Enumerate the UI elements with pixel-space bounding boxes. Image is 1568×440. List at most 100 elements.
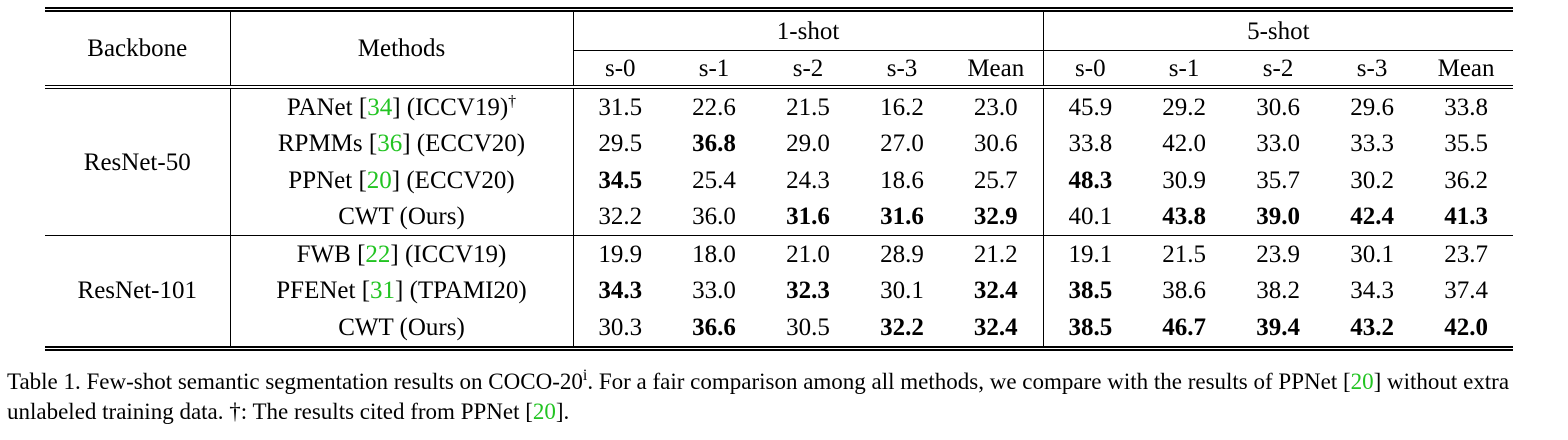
table-head: Backbone Methods 1-shot 5-shot s-0 s-1 s-2 s-3 M… bbox=[45, 9, 1514, 89]
header-row: Backbone Methods 1-shot 5-shot bbox=[45, 9, 1514, 89]
value-cell: 32.3 bbox=[761, 273, 855, 310]
table-row: ResNet-101 FWB [22] (ICCV19) 19.9 18.0 21.0 2… bbox=[45, 235, 1514, 348]
text: ] (TPAMI20) bbox=[395, 277, 527, 305]
method-cell: PPNet [20] (ECCV20) bbox=[230, 162, 574, 199]
best-value: 34.3 bbox=[598, 277, 643, 305]
value-cell: 36.0 bbox=[667, 199, 761, 236]
value-cell: 19.1 bbox=[1043, 235, 1138, 273]
value: 30.5 bbox=[786, 313, 830, 341]
value: 42.0 bbox=[1162, 130, 1206, 158]
table-row: PPNet [20] (ECCV20) 34.5 25.4 24.3 18.6 25.7 4… bbox=[45, 162, 1513, 199]
value-cell: 16.2 bbox=[855, 87, 949, 126]
best-value: 39.0 bbox=[1256, 203, 1300, 231]
value-cell: 39.0 bbox=[1231, 199, 1325, 236]
value-cell: 36.2 bbox=[1419, 162, 1513, 199]
value: 19.1 bbox=[1068, 240, 1113, 268]
best-value: 32.3 bbox=[786, 277, 830, 305]
value-cell: 36.6 bbox=[667, 309, 761, 348]
header-split: s-2 bbox=[761, 50, 855, 89]
method-cell: CWT (Ours) bbox=[230, 198, 574, 236]
best-value: 31.6 bbox=[786, 203, 830, 231]
header-split: s-0 bbox=[573, 50, 667, 89]
value-cell: 33.8 bbox=[1419, 87, 1513, 126]
value-cell: 37.4 bbox=[1419, 273, 1513, 310]
value-cell: 24.3 bbox=[761, 162, 855, 199]
best-value: 38.5 bbox=[1068, 313, 1113, 341]
best-value: 32.4 bbox=[973, 277, 1018, 305]
value: 30.3 bbox=[598, 313, 643, 341]
best-value: 32.4 bbox=[973, 313, 1018, 341]
value-cell: 25.4 bbox=[667, 162, 761, 199]
value: 28.9 bbox=[880, 240, 924, 268]
value-cell: 19.9 bbox=[573, 235, 667, 273]
value: 36.0 bbox=[692, 203, 736, 231]
backbone-cell: ResNet-101 bbox=[45, 235, 231, 348]
citation: 36 bbox=[377, 130, 403, 158]
value-cell: 32.4 bbox=[949, 272, 1044, 309]
value-cell: 29.6 bbox=[1325, 87, 1419, 126]
value-cell: 30.5 bbox=[761, 309, 855, 348]
best-value: 43.8 bbox=[1162, 203, 1206, 231]
header-split: Mean bbox=[1419, 50, 1514, 89]
value-cell: 25.7 bbox=[949, 162, 1044, 199]
value: 35.7 bbox=[1256, 166, 1300, 194]
value: 30.1 bbox=[1350, 240, 1394, 268]
best-value: 39.4 bbox=[1256, 313, 1300, 341]
value: 33.8 bbox=[1444, 93, 1488, 121]
citation: 34 bbox=[367, 93, 393, 121]
header-split: s-1 bbox=[667, 50, 761, 89]
value-cell: 31.6 bbox=[761, 199, 855, 236]
value-cell: 33.8 bbox=[1043, 126, 1137, 163]
value: 18.0 bbox=[692, 240, 736, 268]
best-value: 46.7 bbox=[1162, 313, 1206, 341]
header-split: Mean bbox=[949, 50, 1044, 89]
header-group: 5-shot bbox=[1043, 9, 1514, 51]
value: 19.9 bbox=[598, 240, 643, 268]
value: 29.5 bbox=[598, 130, 643, 158]
header-split: s-3 bbox=[1325, 50, 1420, 89]
value-cell: 38.2 bbox=[1231, 273, 1325, 310]
value: 30.2 bbox=[1350, 166, 1394, 194]
table-row: ResNet-50 PANet [34] (ICCV19)† 31.5 22.6 21.… bbox=[45, 87, 1513, 236]
text: PANet [ bbox=[286, 93, 368, 121]
value-cell: 30.1 bbox=[1325, 235, 1420, 273]
value-cell: 34.3 bbox=[573, 273, 667, 310]
header-group: 1-shot bbox=[573, 9, 1044, 51]
value-cell: 39.4 bbox=[1231, 309, 1325, 348]
value: 23.0 bbox=[973, 93, 1018, 121]
value-cell: 29.5 bbox=[573, 126, 667, 163]
citation: 20 bbox=[1350, 369, 1374, 394]
value: 30.9 bbox=[1162, 166, 1206, 194]
value-cell: 31.5 bbox=[573, 87, 667, 126]
value-cell: 38.6 bbox=[1137, 273, 1231, 310]
citation: 20 bbox=[532, 399, 556, 424]
value-cell: 32.2 bbox=[573, 199, 667, 236]
value: 36.2 bbox=[1444, 166, 1488, 194]
header-split: s-0 bbox=[1043, 50, 1138, 89]
citation: 22 bbox=[365, 240, 391, 268]
value: 21.5 bbox=[1162, 240, 1206, 268]
value-cell: 46.7 bbox=[1137, 309, 1231, 348]
value: 34.3 bbox=[1350, 277, 1394, 305]
value-cell: 30.6 bbox=[1231, 87, 1325, 126]
citation: 31 bbox=[370, 277, 396, 305]
value-cell: 30.2 bbox=[1325, 162, 1419, 199]
text: CWT (Ours) bbox=[338, 313, 465, 341]
value-cell: 33.0 bbox=[1231, 126, 1325, 163]
best-value: 36.8 bbox=[692, 130, 736, 158]
table-row: CWT (Ours) 30.3 36.6 30.5 32.2 32.4 38.5 46.7 39… bbox=[45, 309, 1513, 348]
value: 33.8 bbox=[1068, 130, 1113, 158]
best-value: 32.2 bbox=[880, 313, 924, 341]
value-cell: 28.9 bbox=[855, 235, 949, 273]
value-cell: 32.2 bbox=[855, 309, 949, 348]
method-cell: FWB [22] (ICCV19) bbox=[230, 235, 574, 273]
value-cell: 38.5 bbox=[1043, 309, 1137, 348]
value: 33.0 bbox=[1256, 130, 1300, 158]
value: 27.0 bbox=[880, 130, 924, 158]
value-cell: 23.9 bbox=[1231, 235, 1326, 273]
value-cell: 35.5 bbox=[1419, 126, 1513, 163]
text: PPNet [ bbox=[288, 166, 367, 194]
value: 30.1 bbox=[880, 277, 924, 305]
value-cell: 32.4 bbox=[949, 309, 1044, 348]
value: 23.7 bbox=[1444, 240, 1488, 268]
